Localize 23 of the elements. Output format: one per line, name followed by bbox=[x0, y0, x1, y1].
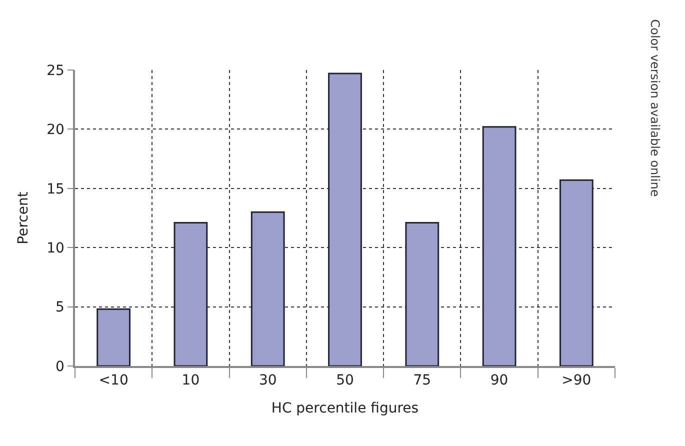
bar bbox=[174, 222, 208, 366]
y-tick-label: 25 bbox=[46, 62, 64, 79]
x-tick-label: 10 bbox=[182, 372, 200, 389]
bar bbox=[96, 308, 131, 366]
y-tick-label: 5 bbox=[56, 300, 64, 316]
y-tick-label: 20 bbox=[46, 122, 64, 138]
bar bbox=[482, 126, 516, 366]
text: Color version available online bbox=[648, 19, 662, 197]
x-tick-label: 50 bbox=[336, 372, 354, 389]
x-tick-label: >90 bbox=[562, 372, 592, 389]
bar bbox=[559, 179, 594, 366]
y-tick-label: 10 bbox=[46, 240, 64, 256]
bar bbox=[328, 72, 362, 366]
x-axis-title: HC percentile figures bbox=[271, 400, 419, 416]
y-tick-label: 15 bbox=[46, 181, 64, 198]
bar bbox=[405, 222, 440, 366]
x-tick-label: <10 bbox=[98, 372, 128, 389]
x-tick-label: 90 bbox=[490, 372, 508, 389]
x-tick-label: 30 bbox=[258, 372, 277, 389]
x-tick-label: 75 bbox=[413, 372, 432, 389]
bar bbox=[250, 211, 285, 366]
y-axis-title: Percent bbox=[16, 191, 32, 244]
y-tick-label: 0 bbox=[56, 358, 64, 375]
